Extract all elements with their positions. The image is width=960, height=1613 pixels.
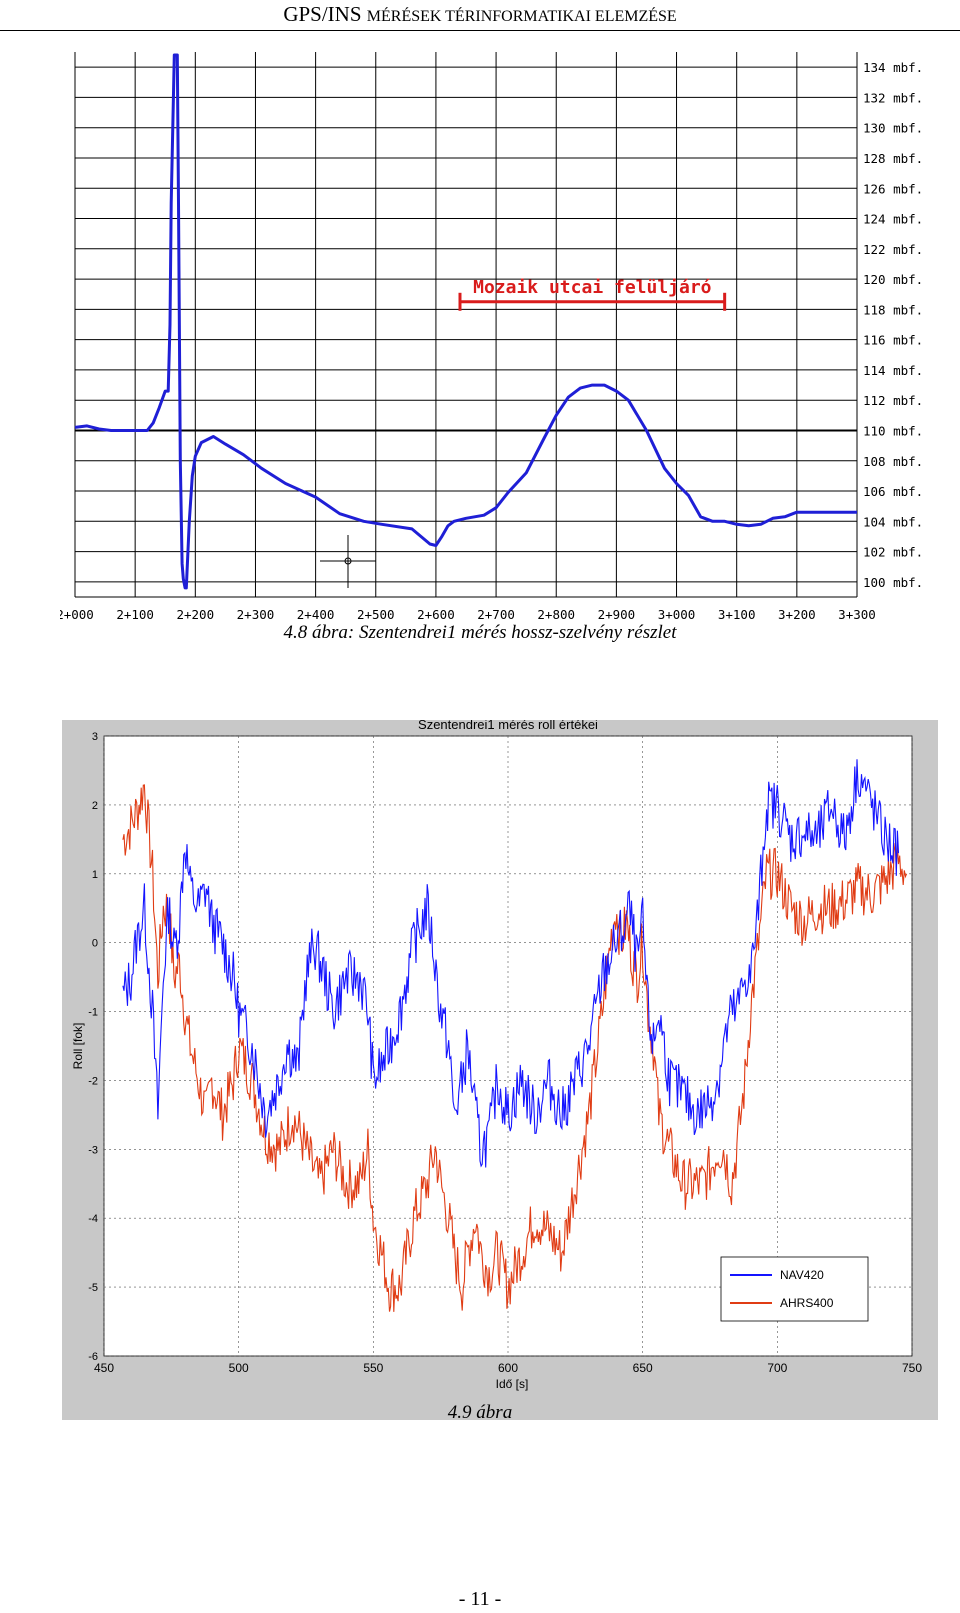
roll-y-tick-label: 1: [92, 869, 98, 881]
profile-line: [74, 53, 857, 590]
profile-y-tick-label: 128 mbf.: [863, 151, 923, 166]
roll-y-tick-label: 0: [92, 938, 98, 950]
profile-annotation: Mozaik utcai felüljáró: [458, 277, 727, 311]
roll-series: [122, 759, 908, 1312]
profile-x-tick-label: 2+100: [116, 607, 154, 622]
figure1-caption: 4.8 ábra: Szentendrei1 mérés hossz-szelv…: [283, 622, 677, 643]
profile-x-tick-label: 3+300: [838, 607, 876, 622]
page-header: GPS/INS MÉRÉSEK TÉRINFORMATIKAI ELEMZÉSE: [0, 0, 960, 31]
profile-x-labels: 2+000 2+100 2+200 2+300 2+400 2+500 2+600 2+700…: [60, 607, 876, 622]
profile-x-tick-label: 3+000: [658, 607, 696, 622]
page-number: - 11 -: [458, 1588, 502, 1610]
roll-x-tick-label: 650: [633, 1361, 653, 1375]
profile-grid: [74, 52, 858, 598]
roll-legend: NAV420 AHRS400: [720, 1256, 869, 1322]
profile-y-tick-label: 108 mbf.: [863, 454, 923, 469]
figure2-caption: 4.9 ábra: [447, 1402, 513, 1423]
roll-y-tick-label: -3: [88, 1144, 98, 1156]
roll-grid: [103, 735, 913, 1357]
legend-ahrs400-label: AHRS400: [780, 1296, 834, 1310]
roll-chart-title: Szentendrei1 mérés roll értékei: [418, 720, 598, 732]
profile-y-tick-label: 100 mbf.: [863, 575, 923, 590]
roll-x-axis-label: Idő [s]: [496, 1377, 529, 1391]
profile-x-tick-label: 2+300: [237, 607, 275, 622]
profile-y-labels: 134 mbf. 132 mbf. 130 mbf. 128 mbf. 126 mbf.…: [863, 60, 923, 590]
profile-y-tick-label: 134 mbf.: [863, 60, 923, 75]
crosshair-cursor-icon: [320, 535, 376, 588]
profile-x-tick-label: 2+900: [598, 607, 636, 622]
roll-x-ticks: 450 500 550 600 650 700 750: [94, 1361, 922, 1375]
roll-y-axis-label: Roll [fok]: [71, 1023, 85, 1070]
profile-y-tick-label: 132 mbf.: [863, 90, 923, 105]
legend-nav420-label: NAV420: [780, 1268, 824, 1282]
profile-series: [74, 53, 857, 590]
profile-y-tick-label: 112 mbf.: [863, 393, 923, 408]
profile-x-tick-label: 2+700: [477, 607, 515, 622]
roll-y-ticks: 3 2 1 0 -1 -2 -3 -4 -5 -6: [88, 731, 98, 1363]
profile-y-tick-label: 114 mbf.: [863, 363, 923, 378]
roll-x-tick-label: 500: [229, 1361, 249, 1375]
series-nav420: [122, 759, 900, 1168]
roll-x-tick-label: 450: [94, 1361, 114, 1375]
roll-y-tick-label: -1: [88, 1007, 98, 1019]
profile-y-tick-label: 118 mbf.: [863, 302, 923, 317]
roll-y-tick-label: -4: [88, 1213, 98, 1225]
profile-x-tick-label: 2+200: [176, 607, 214, 622]
profile-x-tick-label: 2+800: [537, 607, 575, 622]
roll-y-tick-label: -5: [88, 1282, 98, 1294]
profile-y-tick-label: 104 mbf.: [863, 514, 923, 529]
profile-y-tick-label: 124 mbf.: [863, 212, 923, 227]
profile-y-tick-label: 120 mbf.: [863, 272, 923, 287]
profile-y-tick-label: 116 mbf.: [863, 333, 923, 348]
profile-x-tick-label: 2+600: [417, 607, 455, 622]
series-ahrs400: [122, 784, 908, 1312]
profile-x-tick-label: 2+400: [297, 607, 335, 622]
profile-plot-area: [75, 52, 857, 597]
profile-x-tick-label: 2+000: [60, 607, 94, 622]
roll-x-tick-label: 700: [767, 1361, 787, 1375]
profile-x-tick-label: 3+100: [718, 607, 756, 622]
roll-y-tick-label: 2: [92, 800, 98, 812]
header-title: GPS/INS MÉRÉSEK TÉRINFORMATIKAI ELEMZÉSE: [0, 2, 960, 27]
roll-chart: Szentendrei1 mérés roll értékei Idő [s] …: [62, 720, 938, 1420]
roll-y-tick-label: 3: [92, 731, 98, 743]
profile-x-tick-label: 3+200: [778, 607, 816, 622]
profile-y-tick-label: 110 mbf.: [863, 423, 923, 438]
roll-y-tick-label: -6: [88, 1351, 98, 1363]
profile-chart: Mozaik utcai felüljáró 134 mbf.132 mbf.1…: [60, 52, 923, 622]
roll-x-tick-label: 600: [498, 1361, 518, 1375]
profile-y-tick-label: 122 mbf.: [863, 242, 923, 257]
profile-x-tick-label: 2+500: [357, 607, 395, 622]
header-title-rest: MÉRÉSEK TÉRINFORMATIKAI ELEMZÉSE: [366, 8, 677, 25]
profile-y-tick-label: 102 mbf.: [863, 545, 923, 560]
roll-x-tick-label: 750: [902, 1361, 922, 1375]
annotation-label: Mozaik utcai felüljáró: [473, 277, 711, 298]
roll-y-tick-label: -2: [88, 1075, 98, 1087]
profile-y-tick-label: 130 mbf.: [863, 121, 923, 136]
profile-y-tick-label: 126 mbf.: [863, 181, 923, 196]
profile-y-tick-label: 106 mbf.: [863, 484, 923, 499]
header-title-main: GPS/INS: [283, 2, 362, 26]
roll-x-tick-label: 550: [363, 1361, 383, 1375]
